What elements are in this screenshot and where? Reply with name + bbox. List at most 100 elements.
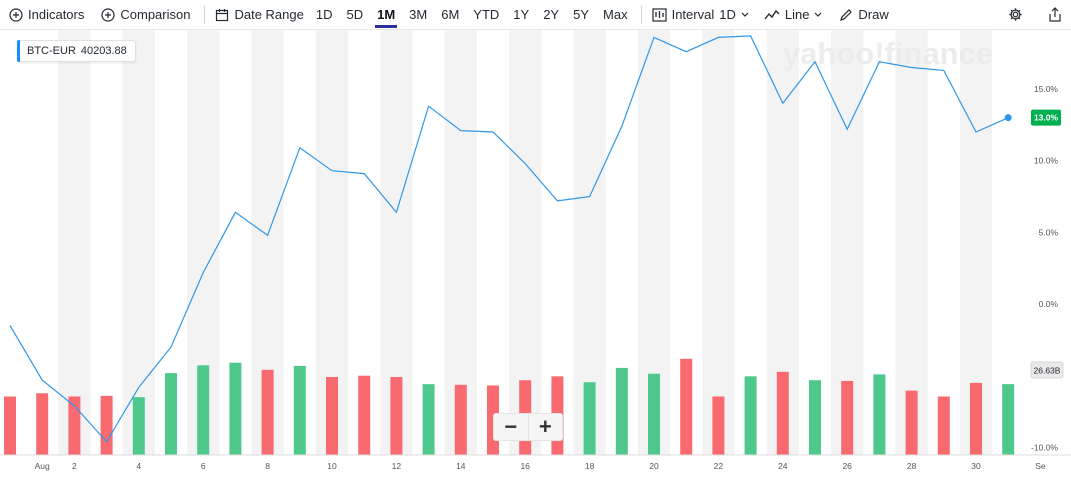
- volume-bar: [873, 374, 886, 455]
- volume-bar: [454, 384, 467, 455]
- x-tick-label: Se: [1035, 461, 1046, 471]
- range-option-5y[interactable]: 5Y: [573, 7, 590, 22]
- x-tick-label: 24: [778, 461, 788, 471]
- range-option-2y[interactable]: 2Y: [543, 7, 560, 22]
- x-tick-label: 10: [327, 461, 337, 471]
- calendar-icon: [216, 8, 229, 21]
- volume-bar: [583, 382, 596, 455]
- chart-toolbar: Indicators Comparison Date Range 1D 5D 1M 3…: [0, 0, 1071, 30]
- day-band: [58, 30, 91, 455]
- volume-bar: [937, 396, 950, 455]
- range-option-3m[interactable]: 3M: [409, 7, 428, 22]
- volume-value: 26.63B: [1034, 366, 1061, 376]
- ticker-symbol: BTC-EUR: [27, 45, 76, 57]
- volume-bar: [36, 393, 49, 455]
- volume-bar: [261, 369, 274, 455]
- interval-button[interactable]: Interval 1D: [651, 7, 749, 22]
- settings-button[interactable]: [1008, 7, 1023, 22]
- y-tick-label: 15.0%: [1034, 84, 1059, 94]
- volume-bar: [293, 365, 306, 455]
- interval-label: Interval: [671, 7, 715, 22]
- range-option-1d[interactable]: 1D: [315, 7, 333, 22]
- volume-bar: [809, 380, 821, 455]
- x-tick-label: 14: [456, 461, 466, 471]
- y-tick-label: -10.0%: [1031, 443, 1058, 453]
- range-option-5d[interactable]: 5D: [346, 7, 364, 22]
- date-range-button[interactable]: Date Range: [215, 7, 304, 22]
- volume-bar: [390, 377, 403, 455]
- x-tick-label: 2: [72, 461, 77, 471]
- watermark: yahoo!finance: [783, 36, 993, 71]
- zoom-in-button[interactable]: +: [527, 414, 563, 440]
- volume-bar: [100, 395, 113, 455]
- volume-bar: [229, 362, 242, 455]
- x-tick-label: 6: [201, 461, 206, 471]
- candles-icon: [651, 7, 667, 22]
- draw-button[interactable]: Draw: [839, 7, 889, 22]
- last-change-value: 13.0%: [1034, 113, 1059, 123]
- x-tick-label: 22: [714, 461, 724, 471]
- day-band: [122, 30, 155, 455]
- x-tick-label: 18: [585, 461, 595, 471]
- date-range-label: Date Range: [234, 7, 304, 22]
- pencil-icon: [840, 8, 853, 21]
- volume-bar: [1002, 384, 1015, 455]
- last-point-dot: [1004, 114, 1012, 122]
- chevron-down-icon: [741, 12, 749, 17]
- zoom-out-button[interactable]: −: [504, 414, 518, 439]
- volume-bar: [744, 376, 757, 455]
- day-band: [895, 30, 928, 455]
- zoom-controls: − +: [493, 413, 563, 441]
- chart-type-button[interactable]: Line: [764, 7, 823, 22]
- x-tick-label: 28: [907, 461, 917, 471]
- x-tick-label: 4: [136, 461, 141, 471]
- volume-bar: [648, 373, 660, 455]
- x-tick-label: 20: [649, 461, 659, 471]
- chart-type-label: Line: [784, 7, 810, 22]
- volume-bar: [776, 371, 789, 455]
- y-axis: 15.0% 10.0% 5.0% 0.0% -10.0%: [1031, 84, 1058, 453]
- range-selector: 1D 5D 1M 3M 6M YTD 1Y 2Y 5Y Max: [309, 7, 635, 28]
- volume-bar: [615, 367, 628, 455]
- range-option-1y[interactable]: 1Y: [513, 7, 530, 22]
- y-tick-label: 5.0%: [1039, 227, 1059, 237]
- plus-circle-icon: [9, 7, 23, 22]
- indicators-button[interactable]: Indicators: [9, 7, 84, 22]
- range-option-6m[interactable]: 6M: [441, 7, 460, 22]
- comparison-button[interactable]: Comparison: [101, 7, 190, 22]
- range-option-1m[interactable]: 1M: [375, 7, 398, 28]
- share-button[interactable]: [1048, 7, 1062, 22]
- volume-badge: 26.63B: [1030, 361, 1064, 379]
- x-tick-label: 26: [842, 461, 852, 471]
- chevron-down-icon: [814, 12, 822, 17]
- volume-bar: [326, 377, 338, 455]
- range-option-ytd[interactable]: YTD: [473, 7, 500, 22]
- last-change-badge: 13.0%: [1031, 109, 1061, 126]
- plus-circle-icon: [101, 7, 115, 22]
- draw-label: Draw: [858, 7, 889, 22]
- price-line: [9, 35, 1009, 443]
- ticker-price: 40203.88: [80, 45, 127, 57]
- volume-bar: [422, 384, 435, 455]
- day-band: [702, 30, 735, 455]
- volume-bar: [197, 365, 210, 455]
- volume-bar: [68, 396, 81, 455]
- x-tick-label: 16: [520, 461, 530, 471]
- x-tick-label: 8: [265, 461, 270, 471]
- volume-bar: [841, 380, 854, 455]
- volume-bars: [4, 358, 1015, 455]
- volume-bar: [712, 396, 725, 455]
- x-tick-label: Aug: [35, 461, 50, 471]
- x-tick-label: 12: [392, 461, 402, 471]
- indicators-label: Indicators: [28, 7, 85, 22]
- ticker-label[interactable]: BTC-EUR 40203.88: [17, 40, 136, 62]
- comparison-label: Comparison: [120, 7, 191, 22]
- chart-area[interactable]: yahoo!finance 15.0% 10.0% 5.0% 0.0% -10.0% A…: [0, 30, 1071, 484]
- day-band: [444, 30, 477, 455]
- price-chart: yahoo!finance 15.0% 10.0% 5.0% 0.0% -10.0% A…: [0, 30, 1071, 471]
- volume-bar: [970, 382, 982, 455]
- toolbar-divider: [204, 5, 206, 24]
- y-tick-label: 0.0%: [1039, 299, 1059, 309]
- range-option-max[interactable]: Max: [603, 7, 628, 22]
- share-icon: [1049, 7, 1061, 22]
